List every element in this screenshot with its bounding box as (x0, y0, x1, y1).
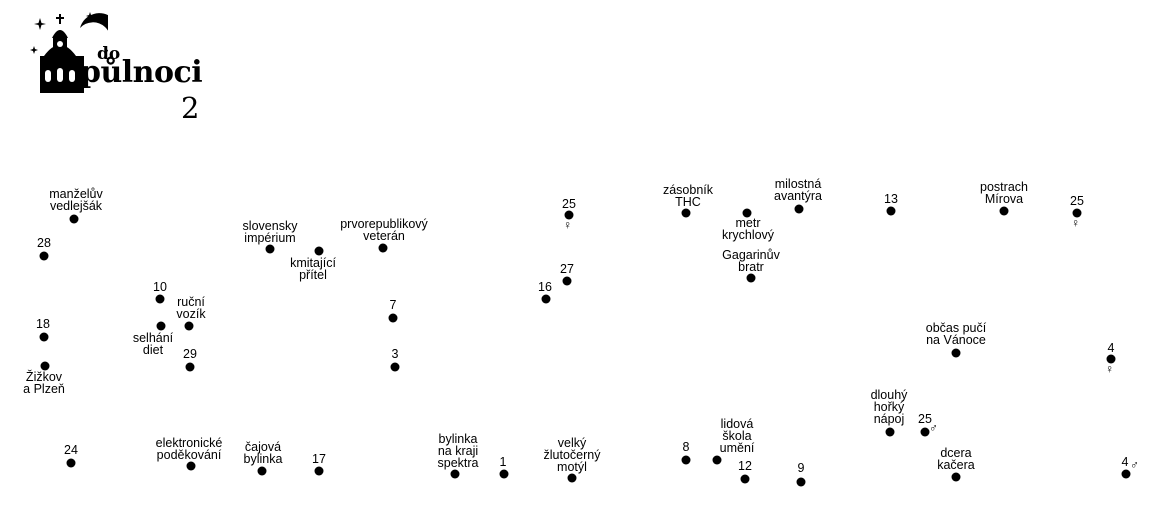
point-number: 4 (1121, 455, 1129, 469)
point[interactable] (740, 474, 750, 484)
label-slovensky-imperium: slovensky impérium (242, 219, 298, 245)
point[interactable] (562, 276, 572, 286)
label-lidova-skola-umeni: lidová škola umění (719, 417, 755, 455)
label-prvorepublikovy-veteran: prvorepublikový veterán (340, 217, 428, 243)
label-selhani-diet: selhání diet (132, 331, 174, 357)
point-number: 3 (391, 347, 399, 361)
point[interactable] (796, 477, 806, 487)
point[interactable] (564, 210, 574, 220)
point[interactable] (186, 461, 196, 471)
point[interactable] (951, 348, 961, 358)
point-number: 27 (560, 262, 574, 276)
point-number: 29 (183, 347, 197, 361)
point-number: 8 (682, 440, 690, 454)
point-number: 13 (884, 192, 898, 206)
label-dcera-kacera: dcera kačera (937, 446, 975, 472)
point[interactable] (390, 362, 400, 372)
point[interactable] (742, 208, 752, 218)
point[interactable] (746, 273, 756, 283)
female-symbol-icon: ♀ (563, 218, 572, 232)
logo-word-pulnoci: půlnoci (80, 55, 203, 90)
point-number: 16 (538, 280, 552, 294)
point[interactable] (920, 427, 930, 437)
label-milostna-avantyra: milostná avantýra (774, 177, 822, 203)
point[interactable] (69, 214, 79, 224)
point[interactable] (712, 455, 722, 465)
point[interactable] (185, 362, 195, 372)
point[interactable] (1072, 208, 1082, 218)
point-number: 25 (562, 197, 576, 211)
point[interactable] (66, 458, 76, 468)
point[interactable] (450, 469, 460, 479)
label-gagarinuv-bratr: Gagarinův bratr (722, 248, 780, 274)
church-tower-icon (30, 12, 108, 93)
point[interactable] (314, 466, 324, 476)
label-manzeluv-vedlejsak: manželův vedlejšák (49, 187, 103, 213)
point[interactable] (40, 361, 50, 371)
point[interactable] (184, 321, 194, 331)
point[interactable] (39, 251, 49, 261)
label-cajova-bylinka: čajová bylinka (243, 440, 283, 466)
point-number: 18 (36, 317, 50, 331)
point[interactable] (541, 294, 551, 304)
point[interactable] (886, 206, 896, 216)
point[interactable] (681, 455, 691, 465)
point[interactable] (388, 313, 398, 323)
point[interactable] (155, 294, 165, 304)
point-number: 4 (1107, 341, 1115, 355)
point[interactable] (156, 321, 166, 331)
point-number: 10 (153, 280, 167, 294)
male-symbol-icon: ♂ (1130, 458, 1139, 472)
point-number: 7 (389, 298, 397, 312)
point-number: 17 (312, 452, 326, 466)
point-number: 1 (499, 455, 507, 469)
point-number: 28 (37, 236, 51, 250)
logo-word-do: do (97, 44, 121, 64)
point[interactable] (567, 473, 577, 483)
label-metr-krychlovy: metr krychlový (721, 216, 775, 242)
label-zizkov-a-plzen: Žižkov a Plzeň (23, 370, 65, 396)
male-symbol-icon: ♂ (929, 421, 938, 435)
point[interactable] (1106, 354, 1116, 364)
label-dlouhy-horky-napoj: dlouhý hořký nápoj (870, 388, 908, 426)
point[interactable] (257, 466, 267, 476)
female-symbol-icon: ♀ (1105, 362, 1114, 376)
point[interactable] (499, 469, 509, 479)
point-number: 25 (1070, 194, 1084, 208)
logo-number: 2 (181, 91, 200, 125)
female-symbol-icon: ♀ (1071, 216, 1080, 230)
label-rucni-vozik: ruční vozík (176, 295, 206, 321)
label-kmitajici-pritel: kmitající přítel (290, 256, 336, 282)
label-elektronicke-podekovani: elektronické poděkování (155, 436, 223, 462)
label-postrach-mirova: postrach Mírova (980, 180, 1028, 206)
point-number: 9 (797, 461, 805, 475)
point[interactable] (794, 204, 804, 214)
label-velky-zlutocerny-motyl: velký žlutočerný motýl (543, 436, 601, 474)
point[interactable] (681, 208, 691, 218)
label-bylinka-na-kraji-spektra: bylinka na kraji spektra (437, 432, 479, 470)
point[interactable] (951, 472, 961, 482)
point[interactable] (314, 246, 324, 256)
point[interactable] (885, 427, 895, 437)
point[interactable] (39, 332, 49, 342)
label-zasobnik-thc: zásobník THC (662, 183, 714, 209)
point-number: 12 (738, 459, 752, 473)
label-obcas-puci-na-vanoce: občas pučí na Vánoce (925, 321, 987, 347)
point-number: 25 (918, 412, 932, 426)
point[interactable] (999, 206, 1009, 216)
point-number: 24 (64, 443, 78, 457)
point[interactable] (265, 244, 275, 254)
logo: do půlnoci 2 (28, 8, 218, 126)
point[interactable] (1121, 469, 1131, 479)
point[interactable] (378, 243, 388, 253)
